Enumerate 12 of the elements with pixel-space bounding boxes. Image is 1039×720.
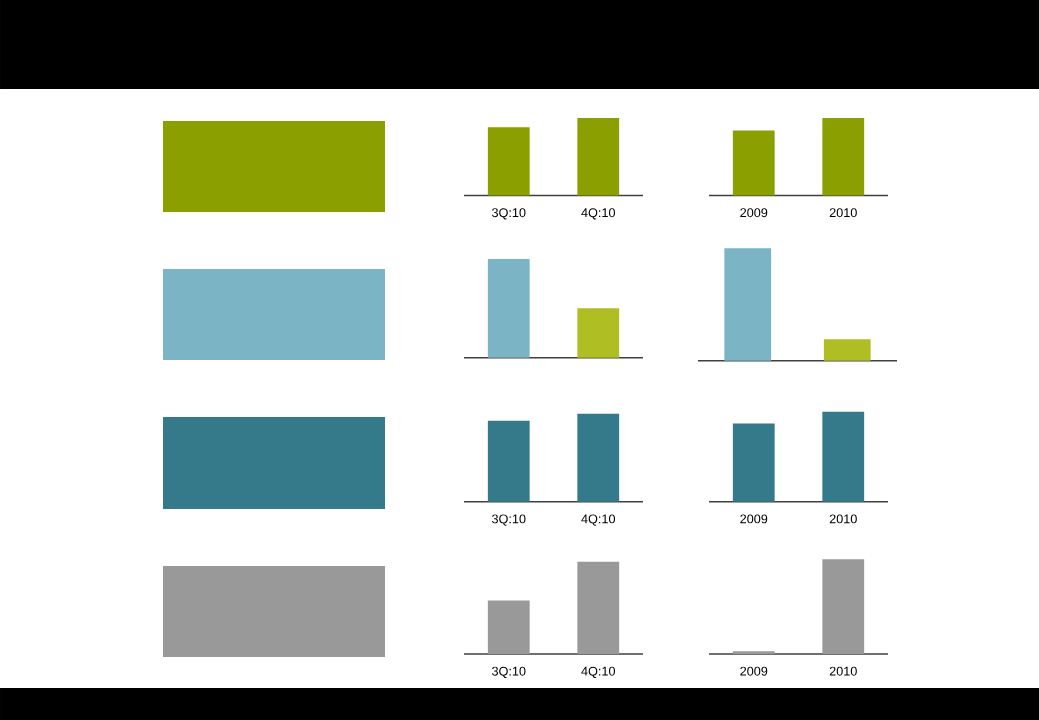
x-tick-label: 3Q:10 xyxy=(491,208,526,220)
x-tick-label: 2010 xyxy=(829,208,857,218)
x-tick-label: 2009 xyxy=(740,514,768,524)
x-tick-label: 4Q:10 xyxy=(581,208,616,220)
x-tick-label: 2010 xyxy=(829,666,857,676)
x-tick-label: 2009 xyxy=(740,666,768,676)
x-tick-label: 4Q:10 xyxy=(581,666,616,678)
x-tick-label: 4Q:10 xyxy=(581,514,616,526)
x-tick-label: 2010 xyxy=(829,514,857,524)
x-tick-label: 3Q:10 xyxy=(491,514,526,526)
x-tick-label: 3Q:10 xyxy=(491,666,526,678)
x-tick-label: 2009 xyxy=(740,208,768,218)
